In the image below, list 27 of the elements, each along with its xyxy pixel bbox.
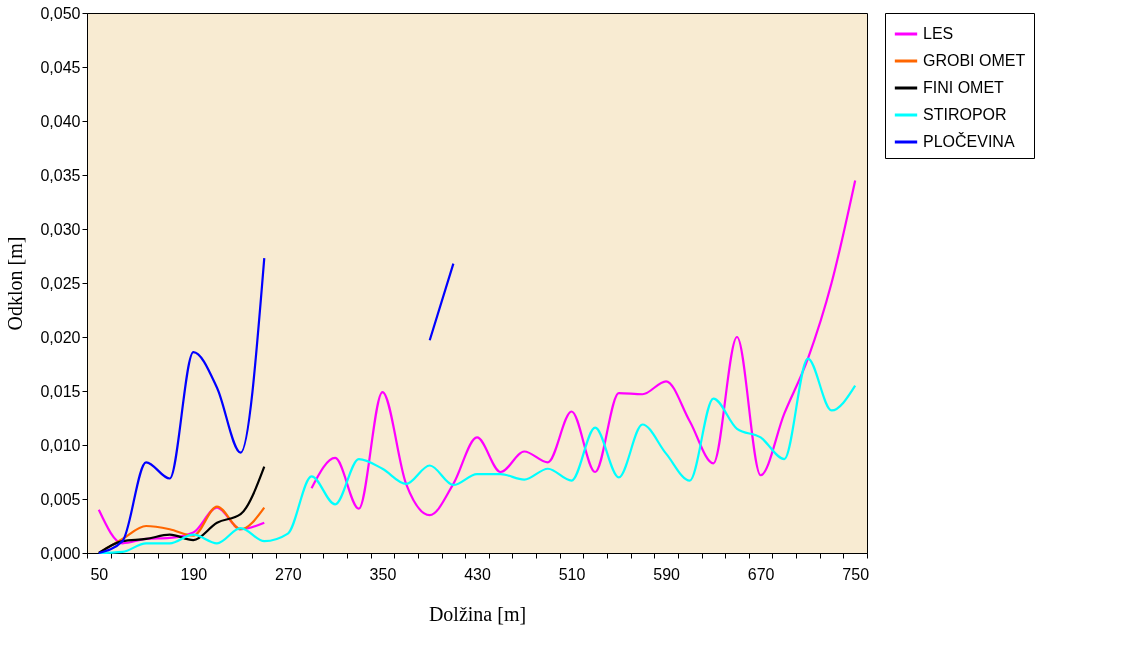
y-tick-label: 0,035 bbox=[40, 166, 81, 184]
x-tick-label: 350 bbox=[369, 565, 397, 583]
x-axis-title: Dolžina [m] bbox=[428, 602, 527, 625]
y-tick-label: 0,045 bbox=[40, 58, 81, 76]
legend-label: GROBI OMET bbox=[923, 52, 1026, 69]
legend-label: STIROPOR bbox=[923, 106, 1007, 123]
y-tick-label: 0,000 bbox=[40, 544, 81, 562]
y-axis-title: Odklon [m] bbox=[4, 236, 27, 331]
x-tick-label: 50 bbox=[90, 565, 109, 583]
x-tick-label: 510 bbox=[558, 565, 586, 583]
y-tick-label: 0,020 bbox=[40, 328, 81, 346]
x-tick-label: 270 bbox=[275, 565, 302, 583]
legend-label: PLOČEVINA bbox=[923, 132, 1015, 150]
legend-label: LES bbox=[923, 25, 954, 42]
x-tick-label: 670 bbox=[747, 565, 775, 583]
y-tick-label: 0,010 bbox=[40, 436, 81, 454]
x-tick-label: 750 bbox=[842, 565, 870, 583]
y-tick-label: 0,005 bbox=[40, 490, 81, 508]
y-tick-label: 0,040 bbox=[40, 112, 81, 130]
x-tick-label: 430 bbox=[464, 565, 491, 583]
y-tick-label: 0,030 bbox=[40, 220, 81, 238]
y-tick-label: 0,025 bbox=[40, 274, 81, 292]
y-tick-label: 0,050 bbox=[40, 4, 81, 22]
x-tick-label: 590 bbox=[653, 565, 681, 583]
x-tick-label: 190 bbox=[180, 565, 208, 583]
y-tick-label: 0,015 bbox=[40, 382, 81, 400]
legend-label: FINI OMET bbox=[923, 79, 1005, 96]
